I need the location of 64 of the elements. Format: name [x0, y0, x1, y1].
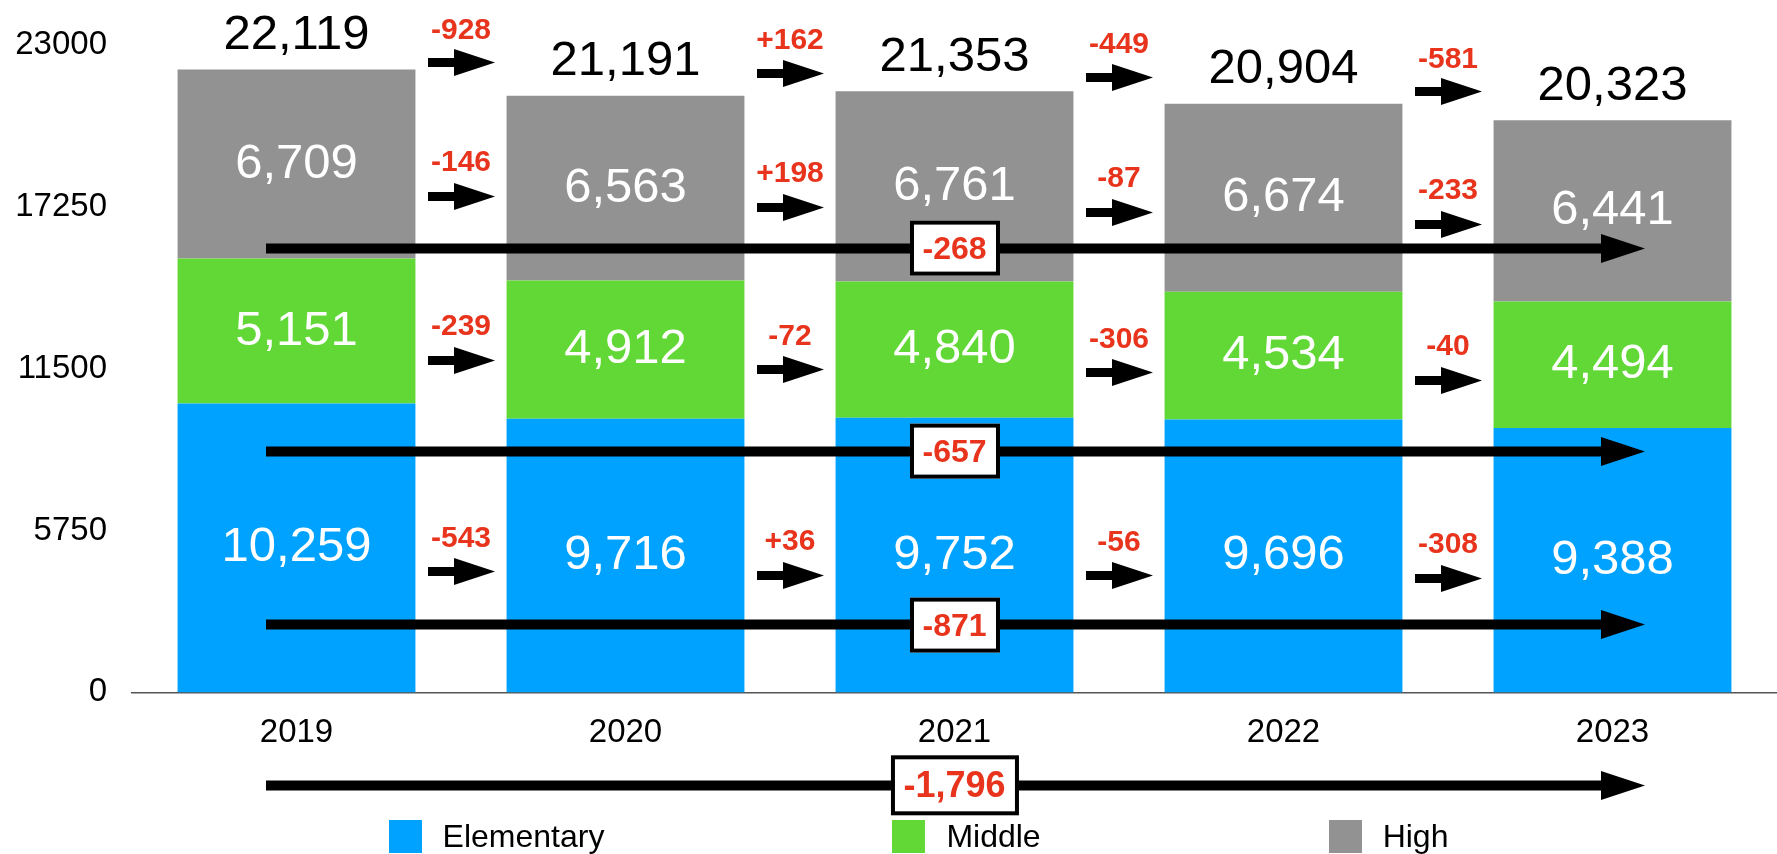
annotation: -72	[768, 317, 812, 351]
annotation: -56	[1097, 523, 1141, 557]
annotation: -543	[430, 519, 492, 553]
data-label: 4,534	[1222, 325, 1345, 380]
annotation: -308	[1417, 526, 1479, 560]
y-tick-label: 5750	[33, 509, 107, 547]
annotation: -306	[1088, 320, 1150, 354]
y-tick-label: 23000	[15, 23, 107, 61]
y-tick-label: 17250	[15, 185, 107, 223]
data-label: 4,840	[893, 319, 1016, 374]
bar	[177, 258, 416, 404]
bar	[177, 69, 416, 259]
y-tick-label: 11500	[17, 347, 107, 385]
data-label: 4,494	[1551, 334, 1674, 389]
bar	[506, 280, 745, 419]
annotation: -146	[430, 144, 492, 178]
x-tick-label: 2021	[917, 712, 992, 750]
legend-label: Elementary	[442, 817, 605, 854]
annotation: -40	[1426, 328, 1470, 362]
total-label: 21,353	[879, 26, 1030, 81]
data-label: 5,151	[235, 300, 358, 355]
data-label: 9,388	[1551, 529, 1674, 584]
annotation: -449	[1088, 26, 1150, 60]
x-tick-label: 2023	[1575, 712, 1650, 750]
data-label: 6,441	[1551, 180, 1674, 235]
bar	[835, 281, 1074, 418]
bar	[1164, 291, 1403, 420]
total-label: 22,119	[223, 5, 370, 60]
legend-label: High	[1382, 817, 1449, 854]
data-label: 4,912	[564, 319, 687, 374]
annotation: -581	[1417, 40, 1479, 74]
annotation: -657	[909, 423, 1000, 479]
total-label: 21,191	[550, 31, 701, 86]
total-label: 20,904	[1208, 39, 1359, 94]
total-label: 20,323	[1537, 55, 1688, 110]
y-tick-label: 0	[88, 671, 107, 709]
data-label: 9,716	[564, 525, 687, 580]
data-label: 9,752	[893, 524, 1016, 579]
bar	[177, 403, 416, 693]
annotation: +36	[764, 523, 816, 557]
data-label: 6,674	[1222, 167, 1345, 222]
x-tick-label: 2022	[1246, 712, 1321, 750]
data-label: 6,761	[893, 155, 1016, 210]
bar	[506, 95, 745, 281]
annotation: -268	[909, 221, 1000, 276]
annotation: -871	[909, 597, 1000, 653]
legend-label: Middle	[946, 817, 1041, 854]
text: -1,796	[890, 755, 1019, 816]
data-label: 9,696	[1222, 525, 1345, 580]
bar	[1493, 120, 1732, 302]
bar	[1493, 301, 1732, 429]
x-tick-label: 2019	[259, 712, 334, 750]
bar	[1164, 103, 1403, 292]
bar	[1493, 428, 1732, 693]
data-label: 6,709	[235, 133, 358, 188]
annotation: -87	[1097, 160, 1141, 194]
annotation: +162	[756, 22, 824, 56]
annotation: +198	[756, 155, 824, 189]
annotation: -233	[1417, 172, 1479, 206]
annotation: -928	[430, 11, 492, 45]
data-label: 6,563	[564, 157, 687, 212]
annotation: -239	[430, 308, 492, 342]
x-tick-label: 2020	[588, 712, 663, 750]
data-label: 10,259	[221, 517, 372, 572]
